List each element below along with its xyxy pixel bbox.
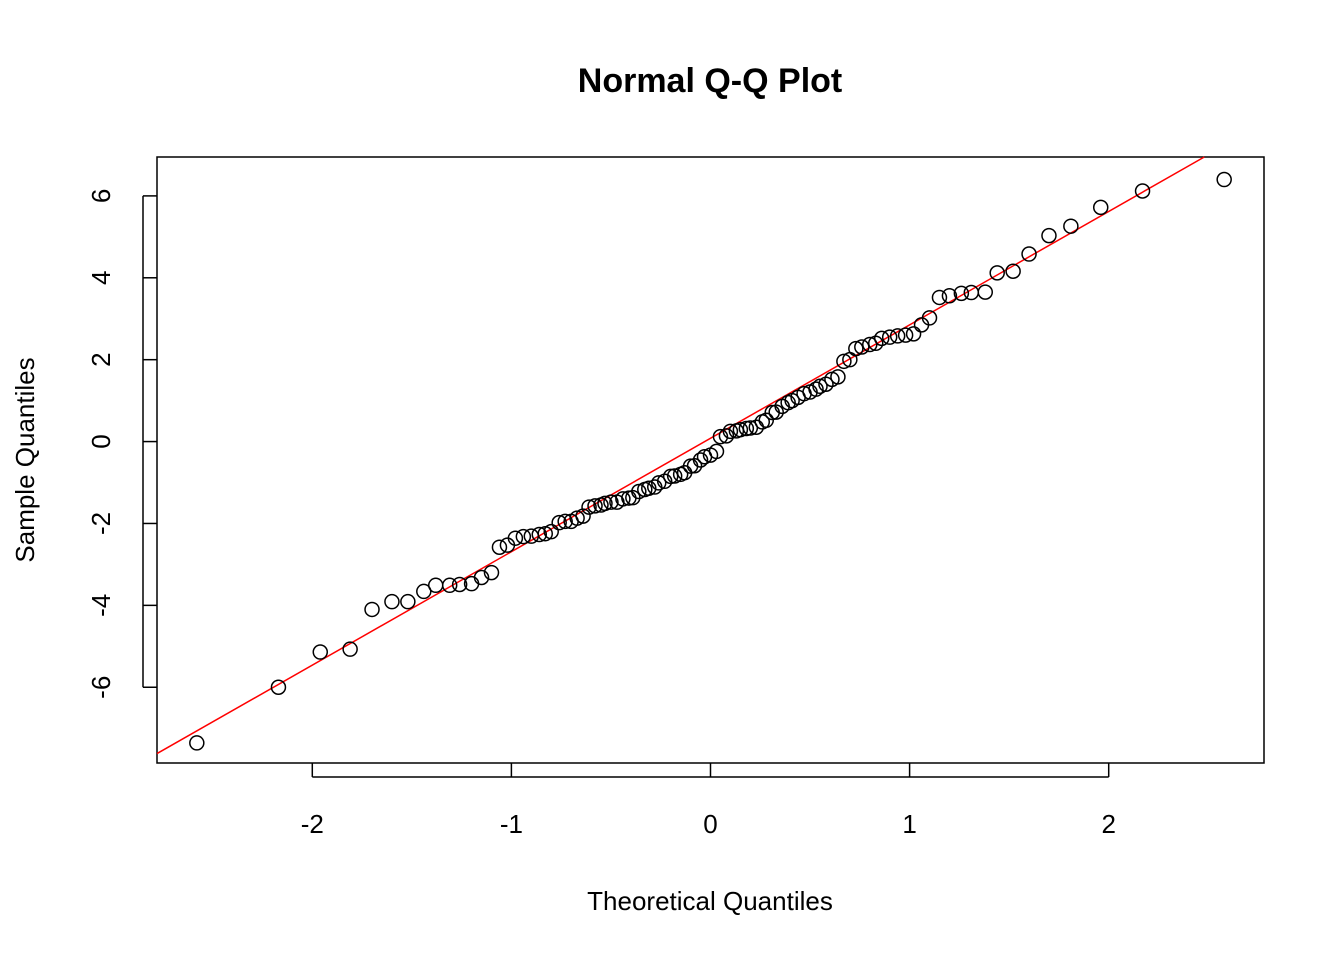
data-point [400,593,416,610]
data-point [921,310,938,326]
data-point [812,378,828,395]
data-point [897,327,914,343]
data-point [427,577,444,594]
data-point [1063,218,1079,234]
x-tick-label: 2 [1101,809,1115,839]
data-point [483,564,500,581]
data-point [722,423,739,440]
data-point [931,289,948,306]
data-point [491,539,508,555]
data-point [732,421,749,438]
x-axis: -2 -1 0 1 2 [301,763,1116,839]
data-point [830,369,846,385]
data-point [708,443,725,460]
data-point [641,480,657,497]
data-point [581,499,597,515]
x-axis-label: Theoretical Quantiles [587,886,833,916]
data-point [977,284,994,300]
data-point [603,494,619,510]
data-point [650,475,667,491]
data-point [905,326,922,342]
data-point [758,412,774,429]
data-point [312,644,329,660]
data-point [551,514,567,531]
data-point [686,457,703,474]
data-point [342,641,358,657]
y-axis: -6 -4 -2 0 2 4 6 [86,189,157,699]
x-tick-label: -2 [301,809,324,839]
data-point [631,483,647,500]
data-point [416,583,432,600]
data-point [862,336,878,353]
data-point [692,452,709,468]
data-point [473,569,490,586]
data-point [531,526,548,543]
data-point [889,328,906,344]
data-point [364,601,380,618]
data-point [597,495,613,512]
data-point [451,576,468,593]
reference-line-layer [156,156,1205,755]
data-point [712,428,729,445]
data-point [1134,183,1151,199]
y-tick-label: 2 [86,352,116,366]
data-point [666,468,683,484]
data-point [836,353,852,370]
data-point [384,593,400,610]
data-point [718,428,735,444]
data-point [1005,263,1021,279]
data-point [189,735,205,751]
data-point [941,288,958,304]
data-point [854,339,870,355]
chart-title: Normal Q-Q Plot [578,62,842,100]
y-tick-label: -4 [86,594,116,617]
data-point [625,489,641,506]
data-point [1092,199,1109,216]
y-tick-label: 0 [86,434,116,448]
data-point [441,577,458,594]
data-point [873,330,890,347]
data-point [587,498,603,514]
data-point [557,513,573,530]
data-point [515,528,532,545]
data-point [1216,171,1232,188]
y-tick-label: -2 [86,512,116,535]
data-point [537,525,553,542]
reference-line [156,156,1205,755]
data-point [953,285,970,302]
y-tick-label: 4 [86,271,116,285]
x-tick-label: 1 [902,809,916,839]
data-point [1041,227,1057,244]
y-tick-label: -6 [86,676,116,699]
data-point [768,404,784,420]
data-point [270,679,287,695]
data-point [615,491,631,507]
data-point [848,340,864,357]
points-layer [189,171,1232,751]
y-axis-label: Sample Quantiles [10,357,40,562]
data-point [742,420,759,436]
y-tick-label: 6 [86,189,116,203]
data-point [569,510,585,526]
data-point [989,265,1005,281]
data-point [881,329,898,345]
data-point [507,530,524,546]
data-point [1021,246,1037,262]
data-point [543,523,559,540]
x-tick-label: -1 [500,809,523,839]
data-point [808,381,824,397]
x-tick-label: 0 [703,809,717,839]
